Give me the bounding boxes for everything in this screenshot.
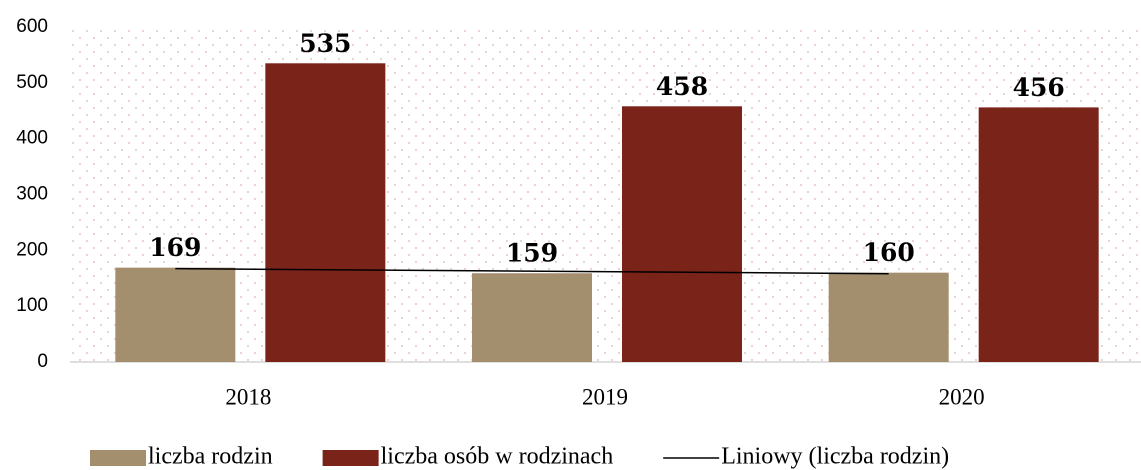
y-tick-label: 0 bbox=[37, 351, 48, 372]
y-tick-label: 400 bbox=[16, 128, 48, 149]
bar bbox=[978, 107, 1099, 363]
plot-background bbox=[70, 27, 1141, 362]
bar bbox=[265, 63, 386, 363]
bar bbox=[115, 267, 236, 362]
data-label: 458 bbox=[656, 72, 708, 101]
y-tick-label: 500 bbox=[16, 72, 48, 93]
data-label: 169 bbox=[149, 233, 201, 262]
y-tick-label: 600 bbox=[16, 16, 48, 37]
legend-swatch bbox=[90, 450, 146, 466]
trendline bbox=[175, 267, 889, 275]
legend-label: Liniowy (liczba rodzin) bbox=[721, 444, 949, 470]
x-tick-label: 2018 bbox=[225, 384, 271, 409]
bar bbox=[828, 272, 949, 362]
data-label: 456 bbox=[1013, 73, 1065, 102]
y-tick-label: 300 bbox=[16, 184, 48, 205]
bar bbox=[622, 106, 742, 363]
legend-swatch bbox=[322, 450, 379, 466]
bar bbox=[472, 273, 592, 362]
y-tick-label: 100 bbox=[16, 295, 48, 316]
y-tick-label: 200 bbox=[16, 239, 48, 260]
x-tick-label: 2020 bbox=[939, 384, 985, 409]
legend-label: liczba osób w rodzinach bbox=[381, 444, 614, 470]
data-label: 160 bbox=[863, 238, 915, 267]
legend-label: liczba rodzin bbox=[148, 444, 273, 470]
data-label: 535 bbox=[299, 29, 351, 58]
x-tick-label: 2019 bbox=[582, 384, 628, 409]
data-label: 159 bbox=[506, 239, 558, 268]
